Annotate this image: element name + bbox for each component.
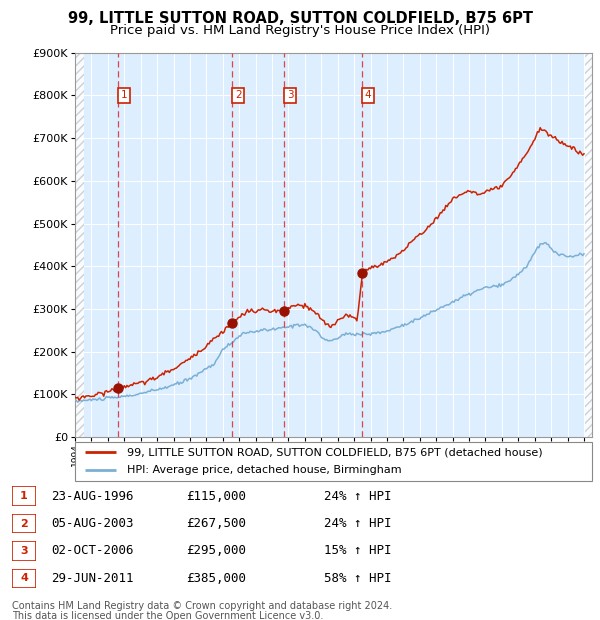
Text: 2: 2 <box>20 518 28 528</box>
Text: 4: 4 <box>20 574 28 583</box>
Text: Price paid vs. HM Land Registry's House Price Index (HPI): Price paid vs. HM Land Registry's House … <box>110 24 490 37</box>
Text: 05-AUG-2003: 05-AUG-2003 <box>51 517 133 530</box>
Text: This data is licensed under the Open Government Licence v3.0.: This data is licensed under the Open Gov… <box>12 611 323 620</box>
Text: 2: 2 <box>235 91 242 100</box>
Text: £295,000: £295,000 <box>186 544 246 557</box>
FancyBboxPatch shape <box>12 486 36 506</box>
Text: 3: 3 <box>287 91 293 100</box>
Text: 15% ↑ HPI: 15% ↑ HPI <box>324 544 392 557</box>
Text: 1: 1 <box>20 491 28 501</box>
Text: £115,000: £115,000 <box>186 490 246 503</box>
Text: £267,500: £267,500 <box>186 517 246 530</box>
Bar <box>75 53 83 437</box>
FancyBboxPatch shape <box>12 541 36 561</box>
Text: 99, LITTLE SUTTON ROAD, SUTTON COLDFIELD, B75 6PT: 99, LITTLE SUTTON ROAD, SUTTON COLDFIELD… <box>67 11 533 25</box>
Text: 24% ↑ HPI: 24% ↑ HPI <box>324 490 392 503</box>
Text: 58% ↑ HPI: 58% ↑ HPI <box>324 572 392 585</box>
Text: 29-JUN-2011: 29-JUN-2011 <box>51 572 133 585</box>
Text: 99, LITTLE SUTTON ROAD, SUTTON COLDFIELD, B75 6PT (detached house): 99, LITTLE SUTTON ROAD, SUTTON COLDFIELD… <box>127 448 542 458</box>
FancyBboxPatch shape <box>12 513 36 533</box>
Bar <box>585 53 593 437</box>
Text: Contains HM Land Registry data © Crown copyright and database right 2024.: Contains HM Land Registry data © Crown c… <box>12 601 392 611</box>
Text: 23-AUG-1996: 23-AUG-1996 <box>51 490 133 503</box>
Text: 02-OCT-2006: 02-OCT-2006 <box>51 544 133 557</box>
Text: 1: 1 <box>121 91 128 100</box>
FancyBboxPatch shape <box>75 442 592 481</box>
Text: £385,000: £385,000 <box>186 572 246 585</box>
Text: 3: 3 <box>20 546 28 556</box>
Text: 4: 4 <box>365 91 371 100</box>
FancyBboxPatch shape <box>12 569 36 588</box>
Text: HPI: Average price, detached house, Birmingham: HPI: Average price, detached house, Birm… <box>127 465 401 475</box>
Text: 24% ↑ HPI: 24% ↑ HPI <box>324 517 392 530</box>
